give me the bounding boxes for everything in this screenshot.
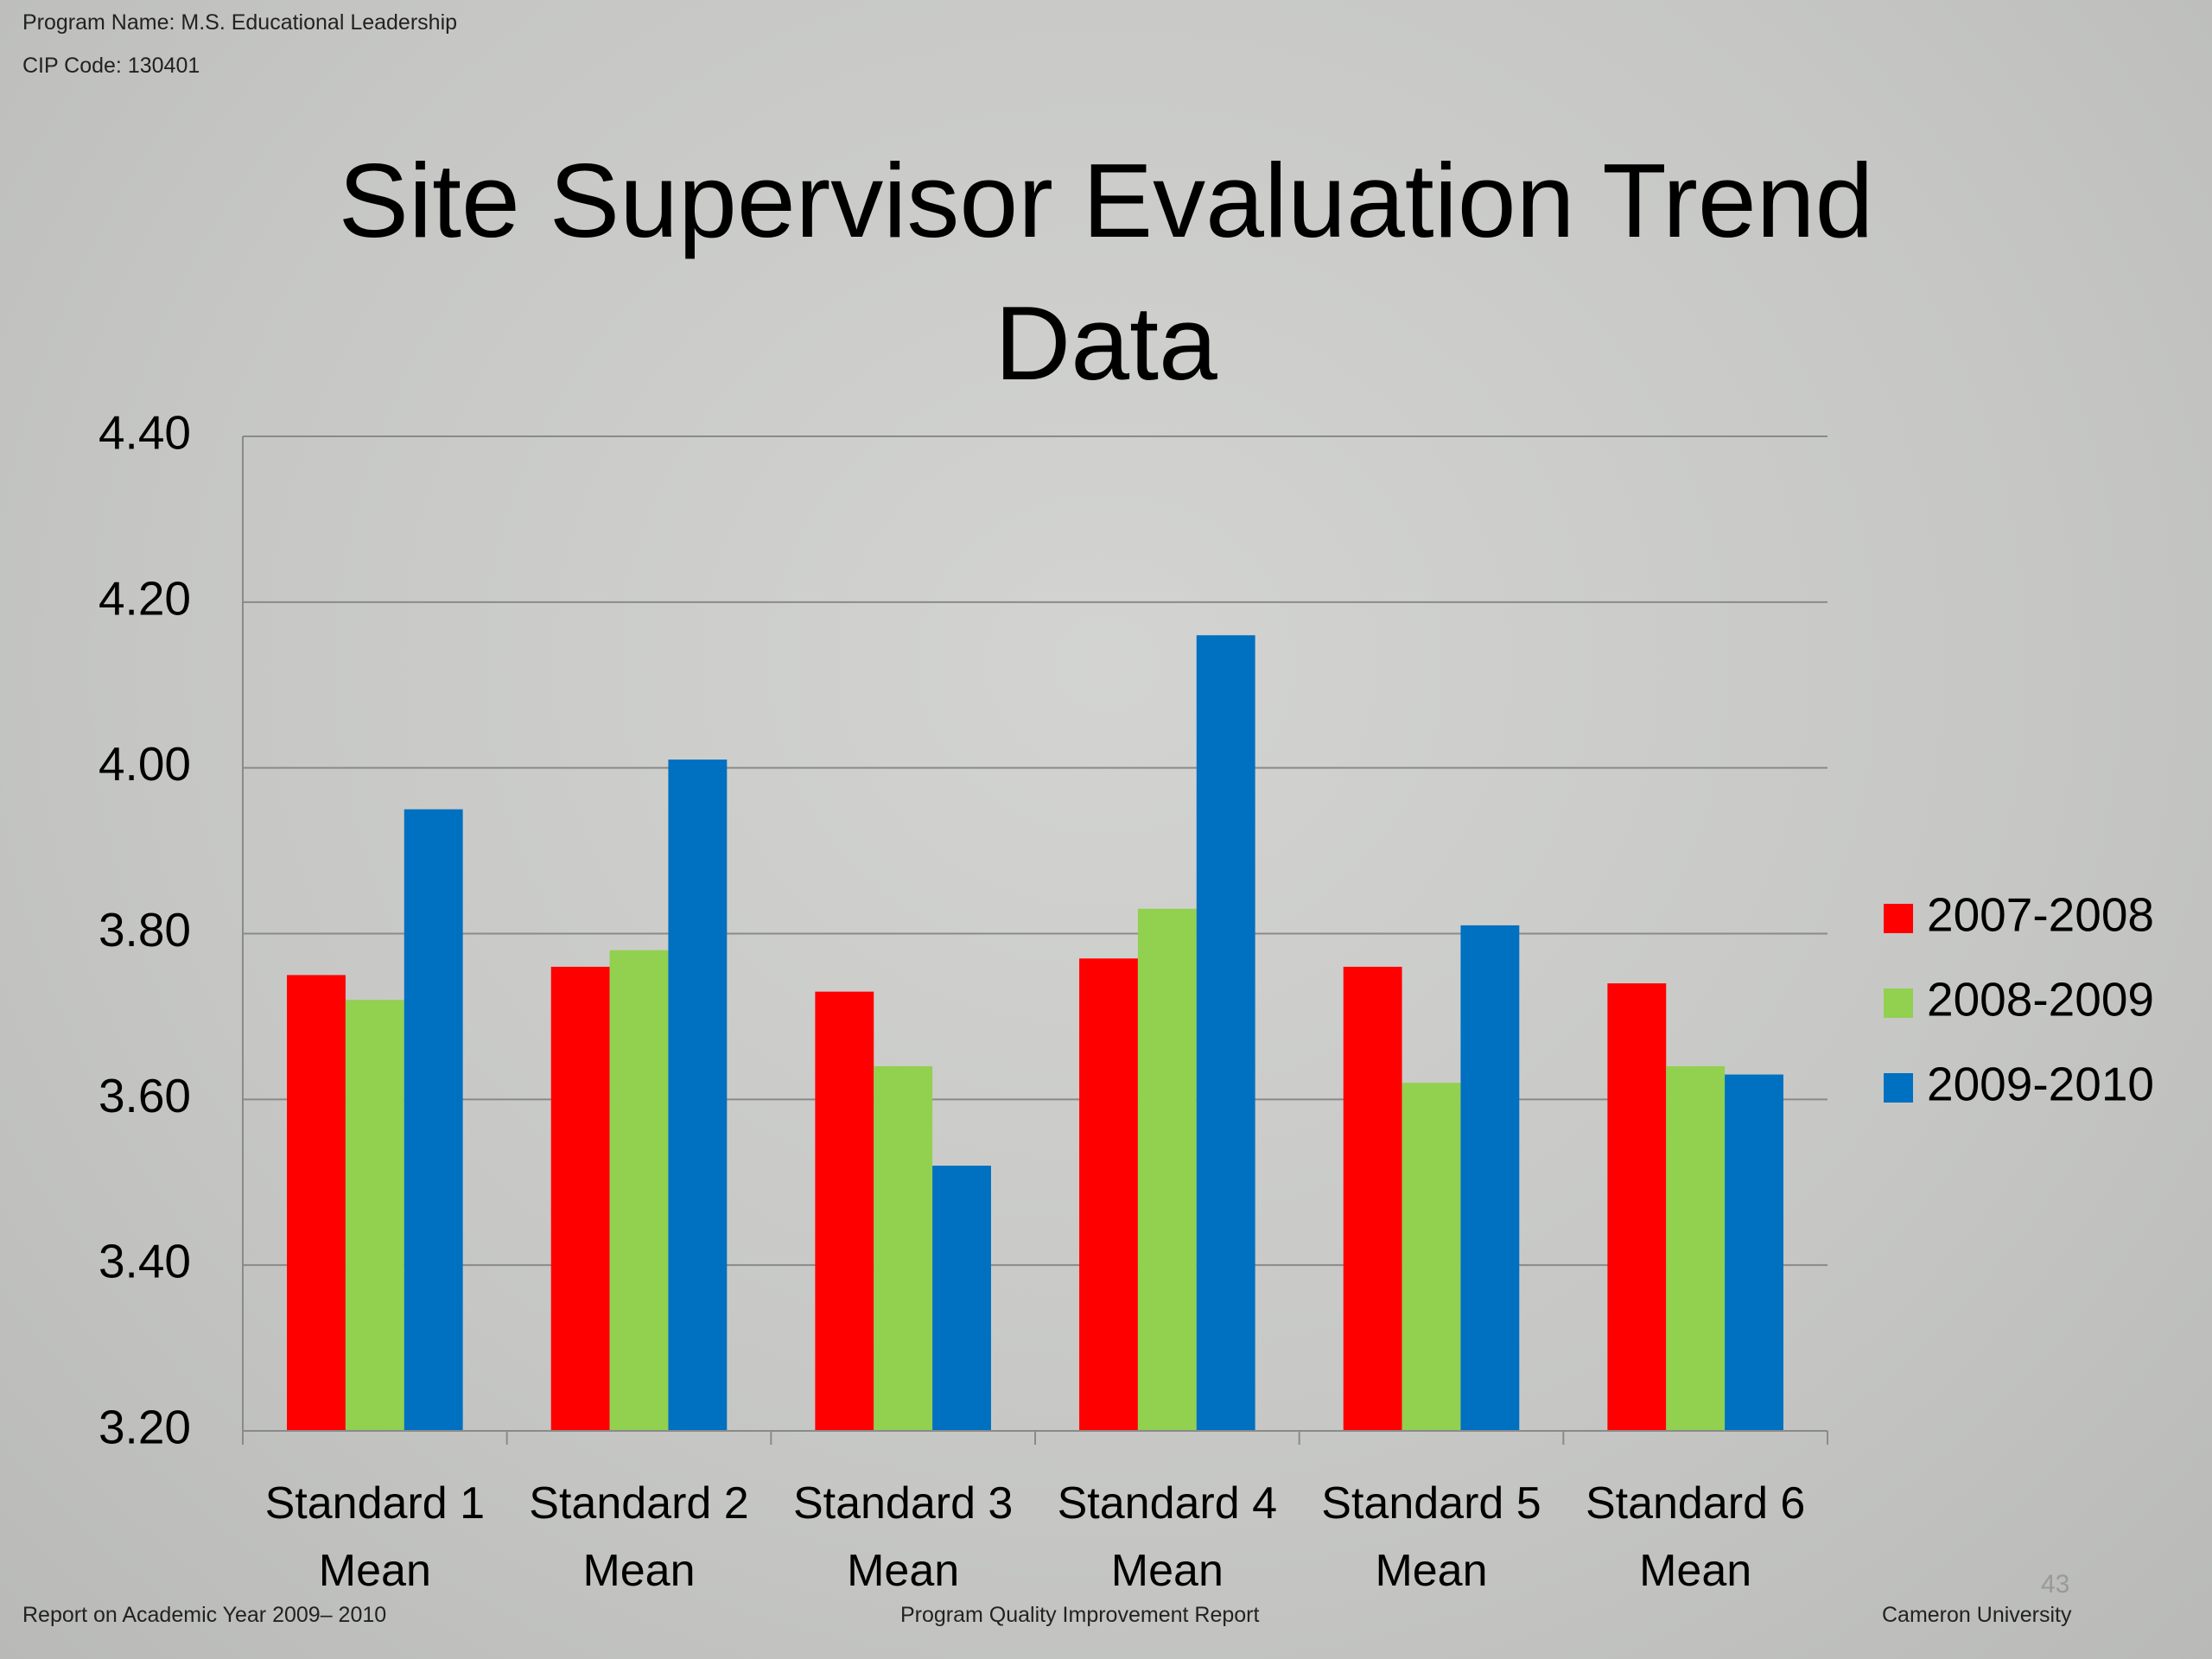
legend-label: 2007-2008 bbox=[1927, 888, 2154, 942]
legend-label: 2008-2009 bbox=[1927, 973, 2154, 1027]
y-tick-label: 3.40 bbox=[99, 1235, 191, 1288]
y-tick-label: 3.20 bbox=[99, 1401, 191, 1454]
bar bbox=[932, 1166, 991, 1431]
bar bbox=[287, 975, 346, 1431]
cip-code: CIP Code: 130401 bbox=[22, 54, 200, 78]
legend-swatch bbox=[1884, 904, 1913, 933]
bar bbox=[1460, 925, 1520, 1431]
page-number: 43 bbox=[2041, 1570, 2070, 1599]
bar bbox=[1196, 635, 1255, 1431]
bar bbox=[550, 966, 610, 1431]
bar bbox=[815, 991, 874, 1431]
bar bbox=[668, 760, 728, 1431]
x-tick-label: Standard 2 Mean bbox=[529, 1478, 749, 1596]
bar bbox=[609, 950, 669, 1431]
bar bbox=[1402, 1083, 1461, 1431]
y-tick-label: 3.60 bbox=[99, 1069, 191, 1122]
x-tick-label: Standard 1 Mean bbox=[264, 1478, 486, 1596]
x-tick-label: Standard 5 Mean bbox=[1321, 1478, 1541, 1596]
program-name: Program Name: M.S. Educational Leadershi… bbox=[22, 10, 458, 35]
chart-title: Site Supervisor Evaluation Trend Data bbox=[338, 142, 1874, 402]
bar bbox=[404, 809, 463, 1431]
y-tick-label: 3.80 bbox=[99, 903, 191, 957]
x-tick-label: Standard 4 Mean bbox=[1057, 1478, 1278, 1596]
bar bbox=[345, 1000, 404, 1431]
y-tick-label: 4.20 bbox=[99, 571, 191, 625]
y-tick-label: 4.00 bbox=[99, 737, 191, 791]
bar bbox=[1137, 908, 1197, 1431]
bar bbox=[1607, 983, 1667, 1431]
legend-swatch bbox=[1884, 1073, 1913, 1103]
footer-left: Report on Academic Year 2009– 2010 bbox=[22, 1603, 387, 1627]
x-tick-label: Standard 3 Mean bbox=[792, 1478, 1014, 1596]
y-tick-label: 4.40 bbox=[99, 406, 191, 460]
bar bbox=[1666, 1065, 1726, 1431]
bar bbox=[1343, 966, 1402, 1431]
footer-center: Program Quality Improvement Report bbox=[900, 1603, 1260, 1627]
x-tick-label: Standard 6 Mean bbox=[1585, 1478, 1806, 1596]
bar bbox=[1079, 958, 1138, 1431]
legend-swatch bbox=[1884, 988, 1913, 1018]
bar bbox=[874, 1065, 933, 1431]
legend-label: 2009-2010 bbox=[1927, 1058, 2154, 1111]
bar bbox=[1725, 1074, 1783, 1431]
footer-right: Cameron University bbox=[1882, 1603, 2072, 1627]
